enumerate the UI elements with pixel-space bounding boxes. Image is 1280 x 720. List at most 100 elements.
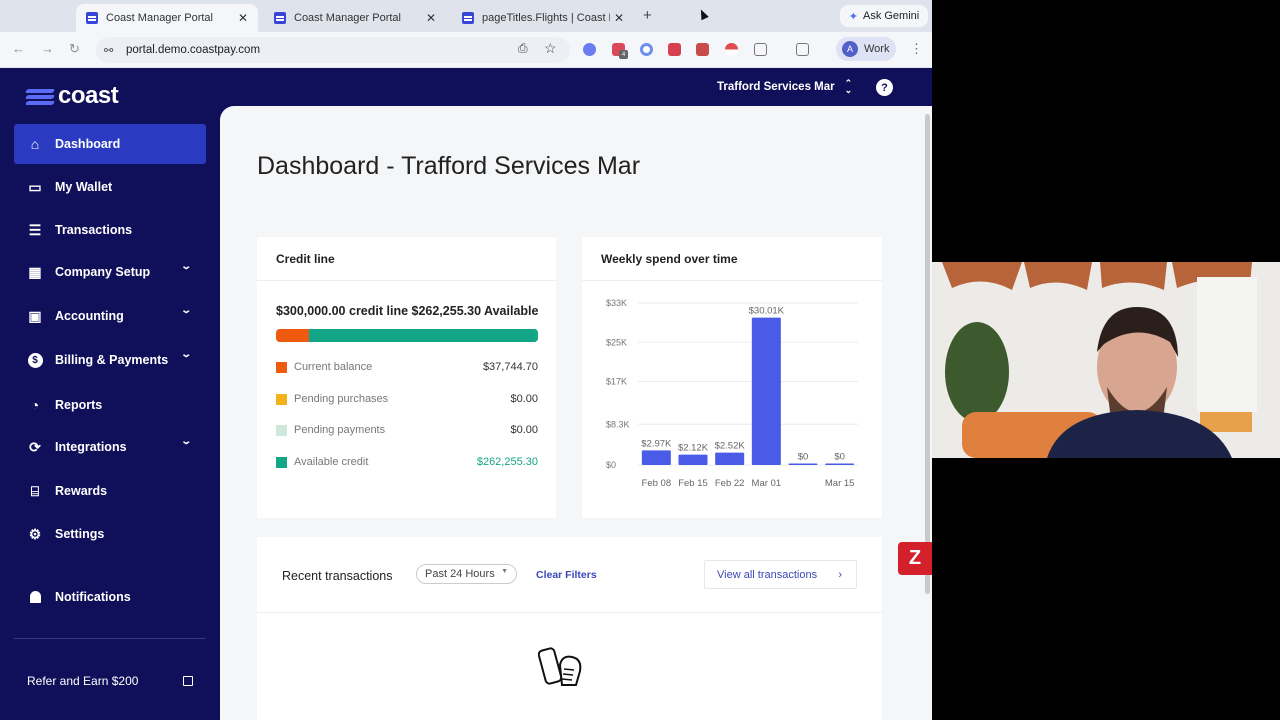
empty-transactions-illustration: [538, 647, 582, 686]
bar[interactable]: [751, 317, 781, 465]
extension-z-icon[interactable]: [668, 43, 681, 56]
legend-value: $37,744.70: [482, 361, 538, 373]
building-icon: ▦: [28, 263, 42, 280]
wallet-card-icon: ▭: [28, 178, 42, 195]
bar[interactable]: [825, 463, 855, 466]
legend-swatch: [276, 424, 287, 436]
coast-logo[interactable]: coast: [24, 82, 119, 110]
clear-filters-button[interactable]: Clear Filters: [536, 569, 597, 581]
chevron-down-icon[interactable]: ⌄: [179, 349, 192, 360]
tab-page-titles-flights[interactable]: pageTitles.Flights | Coast Rev ✕: [452, 4, 634, 32]
org-switcher[interactable]: Trafford Services Mar ⌃ ⌄: [717, 79, 852, 95]
reading-list-icon[interactable]: [796, 43, 809, 56]
reload-icon[interactable]: ↻: [69, 41, 80, 56]
browser-toolbar: ← → ↻ ⚯ portal.demo.coastpay.com ⎙ ☆ 4 A…: [0, 32, 932, 68]
bar-data-label: $0: [798, 452, 809, 463]
sidebar-item-dashboard[interactable]: ⌂ Dashboard: [14, 124, 206, 164]
bookmark-star-icon[interactable]: ☆: [544, 40, 557, 56]
sidebar-item-integrations[interactable]: ⟳ Integrations ⌄: [14, 427, 206, 467]
refer-and-earn-link[interactable]: Refer and Earn $200: [27, 674, 193, 688]
page-title: Dashboard - Trafford Services Mar: [257, 152, 641, 180]
credit-legend-row: Pending purchases $0.00: [276, 393, 538, 405]
sidebar-item-reports[interactable]: ◔ Reports: [14, 385, 206, 425]
time-filter-value: Past 24 Hours: [425, 568, 495, 580]
sidebar-item-rewards[interactable]: ⌸ Rewards: [14, 471, 206, 511]
credit-legend-row: Pending payments $0.00: [276, 424, 538, 436]
sidebar-item-label: Settings: [55, 527, 105, 541]
sidebar-item-transactions[interactable]: ☰ Transactions: [14, 210, 206, 250]
extension-shield-icon[interactable]: [583, 43, 596, 56]
extension-badge: 4: [619, 50, 628, 59]
main-content: Dashboard - Trafford Services Mar Credit…: [220, 106, 932, 720]
close-tab-icon[interactable]: ✕: [425, 11, 436, 25]
bar[interactable]: [788, 463, 818, 466]
credit-legend-row: Current balance $37,744.70: [276, 361, 538, 373]
bar[interactable]: [641, 450, 671, 465]
tab-title: pageTitles.Flights | Coast Rev: [482, 12, 610, 24]
sidebar-item-label: My Wallet: [55, 180, 113, 194]
y-tick-label: $33K: [606, 298, 627, 308]
list-icon: ☰: [28, 221, 42, 238]
sidebar-item-billing-payments[interactable]: $ Billing & Payments ⌄: [14, 340, 206, 380]
sync-icon: ⟳: [29, 438, 41, 455]
sidebar-item-settings[interactable]: ⚙ Settings: [14, 514, 206, 554]
bar[interactable]: [715, 452, 745, 465]
extension-c-icon[interactable]: [640, 43, 653, 56]
sidebar-item-label: Reports: [55, 398, 103, 412]
recent-transactions-card: Recent transactions Past 24 Hours ▼ Clea…: [257, 537, 882, 720]
x-tick-label: Mar 01: [752, 478, 782, 489]
ask-gemini-label: Ask Gemini: [862, 10, 920, 22]
scrollbar[interactable]: [925, 114, 930, 594]
legend-label: Current balance: [294, 361, 373, 373]
zoominfo-extension-badge[interactable]: Z: [898, 542, 932, 575]
bell-icon: [27, 591, 43, 603]
sidebar-item-company-setup[interactable]: ▦ Company Setup ⌄: [14, 252, 206, 292]
tab-title: Coast Manager Portal: [294, 12, 401, 24]
weekly-spend-card: Weekly spend over time $0 $8.3K $17K $25K $3…: [582, 237, 882, 518]
chevron-down-icon[interactable]: ⌄: [179, 305, 192, 316]
tab-strip: Coast Manager Portal ✕ Coast Manager Por…: [0, 0, 932, 32]
new-tab-button[interactable]: +: [643, 7, 652, 24]
site-settings-icon[interactable]: ⚯: [104, 44, 114, 57]
extension-pokeball-icon[interactable]: [725, 43, 738, 56]
y-tick-label: $0: [606, 460, 616, 470]
tab-coast-manager-2[interactable]: Coast Manager Portal ✕: [264, 4, 446, 32]
credit-legend-row: Available credit $262,255.30: [276, 456, 538, 468]
chevron-down-icon[interactable]: ⌄: [179, 261, 192, 272]
webcam-person-image: [932, 262, 1280, 458]
chevron-down-icon[interactable]: ⌄: [179, 436, 192, 447]
x-tick-label: Mar 15: [825, 478, 855, 489]
help-icon[interactable]: ?: [876, 79, 893, 96]
extension-arrow-icon[interactable]: [696, 43, 709, 56]
weekly-spend-chart: $0 $8.3K $17K $25K $33K $2.97K Feb 08 $2.12K Feb…: [606, 298, 858, 489]
sidebar-item-my-wallet[interactable]: ▭ My Wallet: [14, 167, 206, 207]
calculator-icon: ▣: [28, 307, 42, 324]
mouse-cursor-icon: [697, 7, 709, 21]
bar-data-label: $30.01K: [749, 306, 785, 317]
ask-gemini-button[interactable]: ✦ Ask Gemini: [840, 5, 928, 27]
coast-app: coast ⌂ Dashboard ▭ My Wallet ☰ Transactions ▦…: [0, 68, 932, 720]
sidebar-item-label: Billing & Payments: [55, 353, 169, 367]
tab-coast-manager-1[interactable]: Coast Manager Portal ✕: [76, 4, 258, 32]
close-tab-icon[interactable]: ✕: [237, 11, 248, 25]
forward-icon[interactable]: →: [41, 41, 54, 56]
bar[interactable]: [678, 454, 708, 465]
extensions-puzzle-icon[interactable]: [754, 43, 767, 56]
browser-menu-icon[interactable]: ⋮: [910, 41, 923, 56]
sidebar-item-notifications[interactable]: Notifications: [14, 577, 206, 617]
view-all-transactions-button[interactable]: View all transactions ›: [704, 560, 857, 589]
refer-label: Refer and Earn $200: [27, 674, 139, 688]
profile-button[interactable]: A Work: [836, 37, 896, 61]
bar-data-label: $2.97K: [641, 438, 672, 449]
sidebar-item-label: Dashboard: [55, 137, 121, 151]
back-icon[interactable]: ←: [12, 41, 25, 56]
external-link-icon: [183, 676, 193, 686]
close-tab-icon[interactable]: ✕: [613, 11, 624, 25]
webcam-video-feed: [932, 262, 1280, 458]
install-app-icon[interactable]: ⎙: [518, 41, 528, 55]
sidebar-item-accounting[interactable]: ▣ Accounting ⌄: [14, 296, 206, 336]
legend-swatch: [276, 456, 287, 468]
time-filter-dropdown[interactable]: Past 24 Hours ▼: [416, 564, 517, 584]
address-bar[interactable]: ⚯ portal.demo.coastpay.com: [96, 37, 570, 63]
org-name: Trafford Services Mar: [717, 81, 835, 93]
